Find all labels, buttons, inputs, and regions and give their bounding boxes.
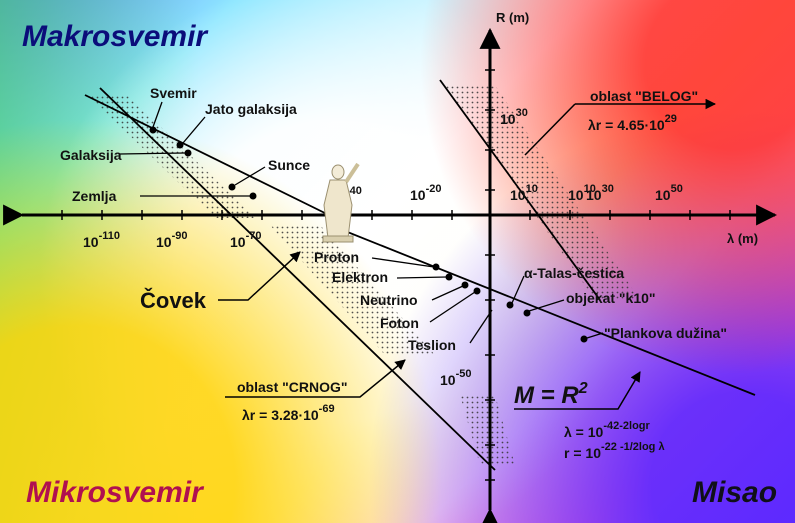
label-zemlja: Zemlja: [72, 188, 117, 204]
point-jato: [176, 141, 184, 149]
tick-m90: 10-90: [156, 230, 187, 250]
point-proton: [432, 263, 440, 271]
tick-p10b: 1010: [568, 183, 596, 203]
crnog-title: oblast "CRNOG": [237, 379, 348, 395]
region-belog: oblast "BELOG" λr = 4.65·1029: [524, 88, 717, 156]
label-covek: Čovek: [140, 288, 207, 313]
label-planck: "Plankova dužina": [604, 325, 727, 341]
mikro-objects: Proton Elektron Neutrino Foton Teslion α…: [314, 249, 727, 353]
statue-figure: [322, 162, 360, 243]
label-proton: Proton: [314, 249, 359, 265]
formula-main: M = R2: [514, 380, 588, 409]
belog-formula: λr = 4.65·1029: [588, 113, 677, 133]
y-axis-ticks: [485, 69, 495, 481]
x-tick-labels: 10-110 10-90 10-70 -40 10-20 1010 1010 1…: [83, 183, 683, 250]
point-talas: [506, 301, 514, 309]
x-axis-label: λ (m): [727, 231, 758, 246]
tick-p50: 1050: [655, 183, 683, 203]
label-talas: α-Talas-čestica: [524, 265, 624, 281]
dotted-band-crnog: [270, 225, 435, 355]
point-neutrino: [461, 281, 469, 289]
line-mikrosvemir: [329, 224, 756, 396]
arrow-covek: [218, 251, 301, 301]
label-elektron: Elektron: [332, 269, 388, 285]
tick-y-m50: 10-50: [440, 368, 471, 388]
point-svemir: [149, 126, 157, 134]
corner-label-makrosvemir: Makrosvemir: [22, 20, 208, 53]
y-tick-labels: 1030 10-50: [440, 107, 528, 388]
point-sunce: [228, 183, 236, 191]
label-jato: Jato galaksija: [205, 101, 297, 117]
region-crnog: oblast "CRNOG" λr = 3.28·10-69: [225, 359, 406, 423]
point-zemlja: [249, 192, 257, 200]
tick-m110: 10-110: [83, 230, 120, 250]
formula-r: r = 10-22 -1/2log λ: [564, 441, 665, 461]
tick-y-p30: 1030: [500, 107, 528, 127]
label-neutrino: Neutrino: [360, 292, 418, 308]
point-foton: [473, 287, 481, 295]
label-foton: Foton: [380, 315, 419, 331]
point-planck: [580, 335, 588, 343]
point-elektron: [445, 273, 453, 281]
label-sunce: Sunce: [268, 157, 310, 173]
tick-m20: 10-20: [410, 183, 441, 203]
belog-title: oblast "BELOG": [590, 88, 698, 104]
label-teslion: Teslion: [408, 337, 456, 353]
y-axis-label: R (m): [496, 10, 529, 25]
makro-objects: Svemir Jato galaksija Galaksija Sunce Ze…: [60, 85, 310, 204]
tick-m40: -40: [346, 185, 362, 197]
formula-block: M = R2 λ = 10-42-2logr r = 10-22 -1/2log…: [514, 371, 665, 461]
tick-p10a: 1010: [510, 183, 538, 203]
corner-label-mikrosvemir: Mikrosvemir: [26, 476, 203, 509]
corner-label-misao: Misao: [692, 476, 778, 509]
label-svemir: Svemir: [150, 85, 197, 101]
crnog-formula: λr = 3.28·10-69: [242, 403, 335, 423]
label-k10: objekat "k10": [566, 290, 656, 306]
x-axis-ticks: [61, 210, 731, 220]
line-crnog-boundary: [99, 87, 496, 471]
tick-p30: 1030: [586, 183, 614, 203]
line-belog-boundary: [439, 79, 601, 301]
formula-lambda: λ = 10-42-2logr: [564, 420, 651, 440]
tick-m70: 10-70: [230, 230, 261, 250]
point-k10: [523, 309, 531, 317]
label-galaksija: Galaksija: [60, 147, 122, 163]
point-galaksija: [184, 149, 192, 157]
line-makrosvemir: [84, 94, 336, 219]
dotted-band-crnog-lower: [460, 395, 515, 465]
